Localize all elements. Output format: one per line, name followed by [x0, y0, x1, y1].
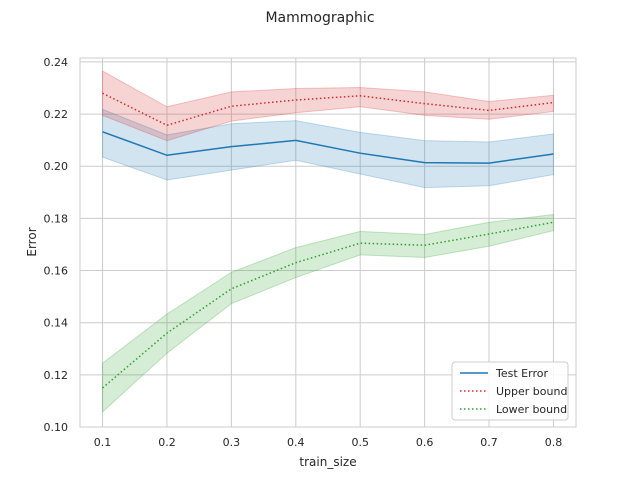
- upper-bound-band: [102, 70, 554, 142]
- x-tick-label: 0.1: [94, 436, 112, 449]
- y-tick-label: 0.10: [44, 421, 69, 434]
- y-tick-label: 0.20: [44, 160, 69, 173]
- x-tick-label: 0.6: [416, 436, 434, 449]
- chart-title: Mammographic: [265, 10, 374, 26]
- x-tick-label: 0.5: [351, 436, 369, 449]
- plot-border: [79, 57, 577, 428]
- y-tick-label: 0.14: [44, 317, 69, 330]
- confidence-bands: [102, 70, 554, 414]
- y-tick-label: 0.12: [44, 369, 69, 382]
- series-lines: [102, 92, 554, 389]
- y-axis-label: Error: [25, 227, 39, 256]
- test-error-line: [102, 131, 554, 164]
- plot-area: [79, 57, 577, 428]
- legend-label-test-error: Test Error: [495, 367, 548, 380]
- legend-label-lower-bound: Lower bound: [496, 403, 567, 416]
- y-tick-label: 0.16: [44, 265, 69, 278]
- x-tick-label: 0.8: [545, 436, 563, 449]
- upper-bound-line: [102, 92, 554, 127]
- lower-bound-band: [102, 213, 554, 414]
- legend-box: [451, 361, 569, 421]
- test-error-band: [102, 108, 554, 189]
- y-tick-label: 0.24: [44, 56, 69, 69]
- x-tick-label: 0.3: [223, 436, 241, 449]
- x-tick-label: 0.2: [158, 436, 176, 449]
- x-tick-label: 0.7: [480, 436, 498, 449]
- x-axis-label: train_size: [299, 455, 356, 469]
- y-axis-ticks: 0.10 0.12 0.14 0.16 0.18 0.20 0.22 0.24: [44, 56, 69, 434]
- legend-label-upper-bound: Upper bound: [496, 385, 567, 398]
- legend: Test Error Upper bound Lower bound: [451, 361, 569, 421]
- x-tick-label: 0.4: [287, 436, 305, 449]
- x-axis-ticks: 0.1 0.2 0.3 0.4 0.5 0.6 0.7 0.8: [94, 436, 562, 449]
- y-tick-label: 0.18: [44, 212, 69, 225]
- y-tick-label: 0.22: [44, 108, 69, 121]
